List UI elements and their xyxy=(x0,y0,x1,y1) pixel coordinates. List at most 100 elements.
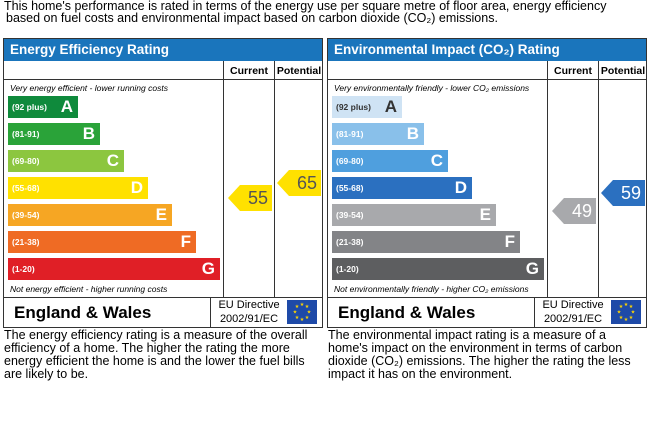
directive-line-1: EU Directive xyxy=(218,299,280,311)
band-letter: F xyxy=(180,232,191,251)
environment-panel-title: Environmental Impact (CO₂) Rating xyxy=(328,39,646,61)
arrow-shape xyxy=(277,170,321,196)
footer-divider xyxy=(328,297,646,298)
rating-band-d: (55-68) D xyxy=(8,177,148,199)
arrow-shape xyxy=(228,185,272,211)
band-range-label: (39-54) xyxy=(12,210,40,220)
potential-column-header: Potential xyxy=(600,65,646,77)
column-divider xyxy=(547,61,548,297)
svg-text:★: ★ xyxy=(617,310,622,316)
header-divider xyxy=(4,79,322,80)
top-caption: Very environmentally friendly - lower CO… xyxy=(334,83,530,93)
band-letter: E xyxy=(479,205,491,224)
energy-description: The energy efficiency rating is a measur… xyxy=(4,328,308,381)
rating-band-f: (21-38) F xyxy=(8,231,196,253)
eu-flag-icon: ★ ★ ★ ★ ★ ★ ★ ★ xyxy=(611,300,641,324)
band-range-label: (69-80) xyxy=(336,156,364,166)
svg-text:★: ★ xyxy=(624,302,629,308)
intro-line-1: This home's performance is rated in term… xyxy=(4,0,607,13)
intro-line-2: based on fuel costs and environmental im… xyxy=(6,11,498,25)
footer-divider xyxy=(4,297,322,298)
footer-separator xyxy=(210,297,211,328)
current-column-header: Current xyxy=(230,65,268,77)
intro-text: This home's performance is rated in term… xyxy=(4,0,644,24)
rating-band-b: (81-91) B xyxy=(8,123,100,145)
band-letter: F xyxy=(504,232,515,251)
svg-text:★: ★ xyxy=(305,315,310,321)
svg-text:★: ★ xyxy=(629,315,634,321)
directive-line-2: 2002/91/EC xyxy=(543,313,603,325)
potential-rating-value: 65 xyxy=(296,173,317,193)
rating-band-e: (39-54) E xyxy=(332,204,496,226)
eu-directive: EU Directive 2002/91/EC xyxy=(214,298,284,326)
svg-text:★: ★ xyxy=(293,310,298,316)
directive-line-2: 2002/91/EC xyxy=(219,313,279,325)
current-rating-arrow: 55 xyxy=(228,185,272,211)
column-divider xyxy=(274,61,275,297)
svg-text:★: ★ xyxy=(629,304,634,310)
current-rating-arrow: 49 xyxy=(552,198,596,224)
header-divider xyxy=(328,79,646,80)
eu-flag-icon: ★ ★ ★ ★ ★ ★ ★ ★ xyxy=(287,300,317,324)
svg-text:★: ★ xyxy=(295,315,300,321)
band-range-label: (55-68) xyxy=(12,183,40,193)
footer-separator xyxy=(534,297,535,328)
current-rating-value: 49 xyxy=(571,201,592,221)
potential-column-header: Potential xyxy=(276,65,322,77)
current-column-header: Current xyxy=(554,65,592,77)
band-range-label: (39-54) xyxy=(336,210,364,220)
band-letter: A xyxy=(384,97,397,116)
svg-text:★: ★ xyxy=(300,317,305,323)
band-range-label: (69-80) xyxy=(12,156,40,166)
potential-rating-arrow: 65 xyxy=(277,170,321,196)
band-range-label: (1-20) xyxy=(12,264,35,274)
svg-text:★: ★ xyxy=(305,304,310,310)
rating-band-e: (39-54) E xyxy=(8,204,172,226)
arrow-shape xyxy=(552,198,596,224)
band-letter: A xyxy=(60,97,73,116)
svg-text:★: ★ xyxy=(295,304,300,310)
band-letter: B xyxy=(406,124,419,143)
environment-description: The environmental impact rating is a mea… xyxy=(328,328,631,381)
band-letter: C xyxy=(106,151,119,170)
svg-text:★: ★ xyxy=(631,310,636,316)
band-letter: C xyxy=(430,151,443,170)
rating-band-c: (69-80) C xyxy=(8,150,124,172)
rating-band-c: (69-80) C xyxy=(332,150,448,172)
band-range-label: (81-91) xyxy=(336,129,364,139)
rating-band-b: (81-91) B xyxy=(332,123,424,145)
svg-text:★: ★ xyxy=(307,310,312,316)
region-label: England & Wales xyxy=(14,303,152,322)
svg-text:★: ★ xyxy=(619,304,624,310)
band-range-label: (81-91) xyxy=(12,129,40,139)
column-divider xyxy=(223,61,224,297)
rating-band-g: (1-20) G xyxy=(8,258,220,280)
energy-efficiency-panel: Energy Efficiency Rating Current Potenti… xyxy=(3,38,323,328)
band-range-label: (92 plus) xyxy=(12,102,47,112)
band-letter: D xyxy=(130,178,143,197)
band-range-label: (55-68) xyxy=(336,183,364,193)
potential-rating-value: 59 xyxy=(620,183,641,203)
band-letter: E xyxy=(155,205,167,224)
band-range-label: (1-20) xyxy=(336,264,359,274)
top-caption: Very energy efficient - lower running co… xyxy=(10,83,168,93)
band-range-label: (21-38) xyxy=(336,237,364,247)
energy-panel-title: Energy Efficiency Rating xyxy=(4,39,322,61)
svg-text:★: ★ xyxy=(619,315,624,321)
rating-band-a: (92 plus) A xyxy=(8,96,78,118)
band-letter: B xyxy=(82,124,95,143)
band-range-label: (21-38) xyxy=(12,237,40,247)
rating-band-f: (21-38) F xyxy=(332,231,520,253)
arrow-shape xyxy=(601,180,645,206)
directive-line-1: EU Directive xyxy=(542,299,604,311)
eu-directive: EU Directive 2002/91/EC xyxy=(538,298,608,326)
band-range-label: (92 plus) xyxy=(336,102,371,112)
svg-text:★: ★ xyxy=(300,302,305,308)
region-label: England & Wales xyxy=(338,303,476,322)
environmental-impact-panel: Environmental Impact (CO₂) Rating Curren… xyxy=(327,38,647,328)
svg-text:★: ★ xyxy=(624,317,629,323)
potential-rating-arrow: 59 xyxy=(601,180,645,206)
band-letter: G xyxy=(525,259,539,278)
rating-band-d: (55-68) D xyxy=(332,177,472,199)
rating-band-a: (92 plus) A xyxy=(332,96,402,118)
